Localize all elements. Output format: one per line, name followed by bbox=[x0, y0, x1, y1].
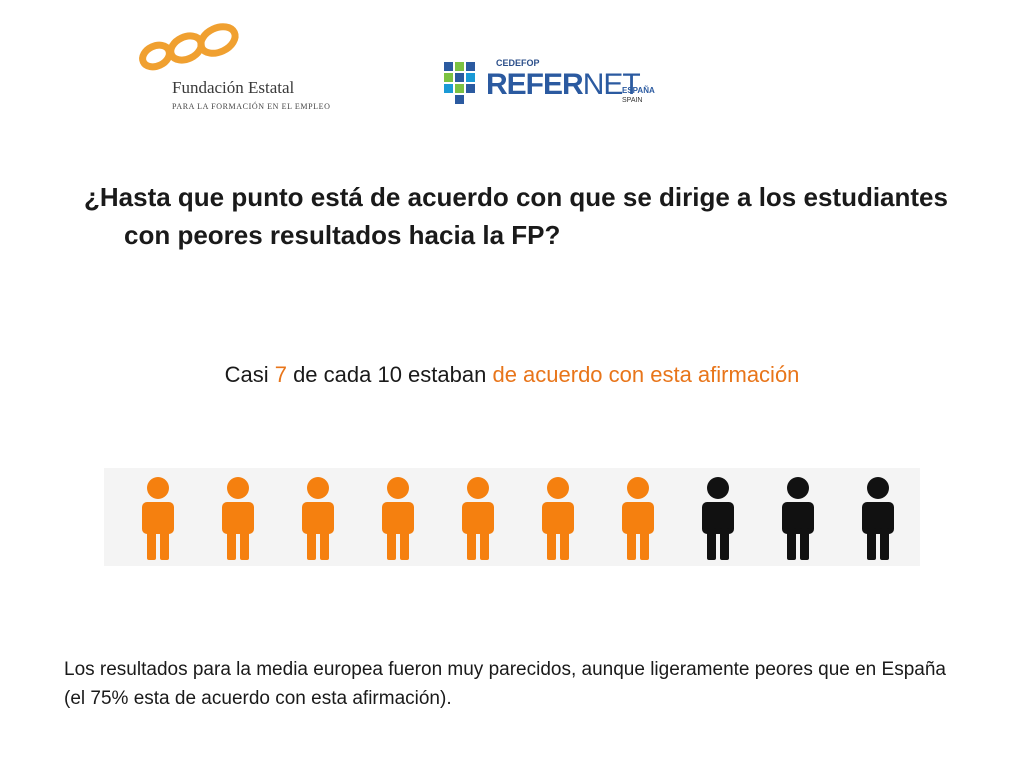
person-icon-agree bbox=[462, 477, 494, 560]
person-icon-agree bbox=[142, 477, 174, 560]
summary-middle: de cada 10 estaban bbox=[286, 362, 493, 387]
refernet-wordmark: REFERNET bbox=[486, 68, 641, 102]
person-icon-disagree bbox=[782, 477, 814, 560]
fundacion-subtitle: PARA LA FORMACIÓN EN EL EMPLEO bbox=[172, 102, 331, 111]
refernet-spain: SPAIN bbox=[622, 97, 643, 104]
refernet-refer: REFER bbox=[486, 68, 584, 101]
footer-note: Los resultados para la media europea fue… bbox=[64, 659, 946, 709]
person-icon-agree bbox=[542, 477, 574, 560]
people-pictogram bbox=[104, 468, 920, 566]
fundacion-estatal-logo: Fundación Estatal PARA LA FORMACIÓN EN E… bbox=[134, 20, 334, 120]
summary-line: Casi 7 de cada 10 estaban de acuerdo con… bbox=[0, 362, 1024, 388]
refernet-net: NET bbox=[582, 68, 641, 101]
refernet-mosaic-icon bbox=[444, 62, 475, 104]
person-icon-agree bbox=[382, 477, 414, 560]
slide-title: ¿Hasta que punto está de acuerdo con que… bbox=[84, 182, 948, 250]
summary-prefix: Casi bbox=[224, 362, 275, 387]
person-icon-disagree bbox=[862, 477, 894, 560]
person-icon-agree bbox=[622, 477, 654, 560]
person-icon-agree bbox=[222, 477, 254, 560]
cedefop-label: CEDEFOP bbox=[496, 58, 540, 68]
person-icon-disagree bbox=[702, 477, 734, 560]
refernet-logo: CEDEFOP REFERNET ESPAÑA SPAIN bbox=[444, 58, 674, 113]
fundacion-infinity-mark bbox=[139, 23, 239, 71]
refernet-espana: ESPAÑA bbox=[622, 86, 655, 95]
summary-highlight-text: de acuerdo con esta afirmación bbox=[492, 362, 800, 387]
fundacion-name: Fundación Estatal bbox=[172, 78, 295, 97]
summary-highlight-number: 7 bbox=[274, 362, 287, 387]
person-icon-agree bbox=[302, 477, 334, 560]
